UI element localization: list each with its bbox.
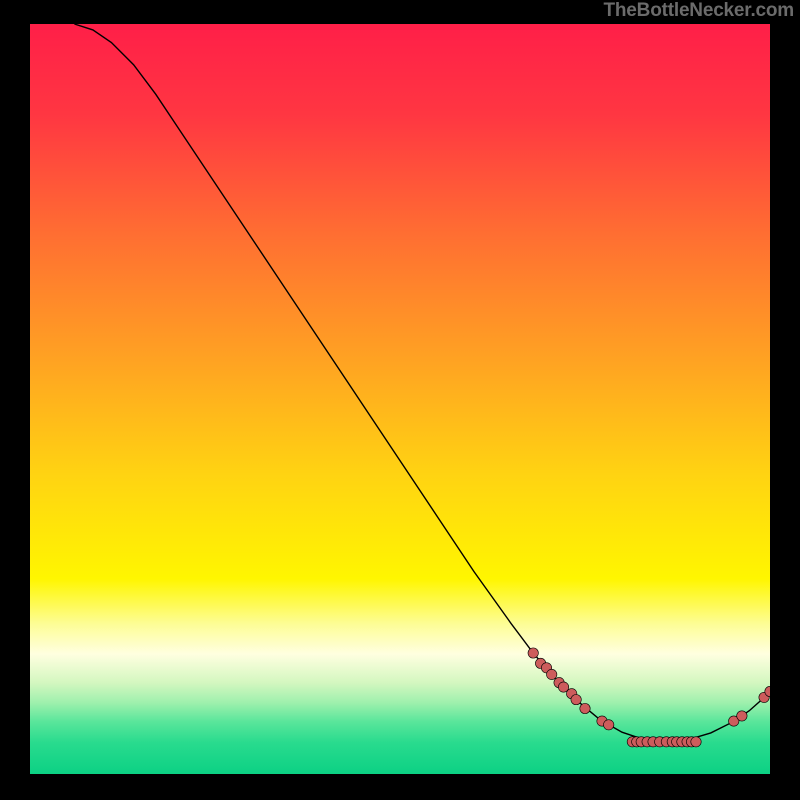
watermark-text: TheBottleNecker.com: [604, 0, 795, 22]
data-point-marker: [691, 737, 701, 747]
data-point-marker: [737, 711, 747, 721]
chart-frame: TheBottleNecker.com: [0, 0, 800, 800]
data-point-marker: [580, 703, 590, 713]
data-point-marker: [603, 720, 613, 730]
data-point-marker: [571, 694, 581, 704]
curve-overlay: [30, 24, 770, 764]
bottleneck-curve: [74, 24, 770, 742]
data-point-marker: [528, 648, 538, 658]
plot-area: [30, 24, 770, 774]
data-point-marker: [547, 669, 557, 679]
